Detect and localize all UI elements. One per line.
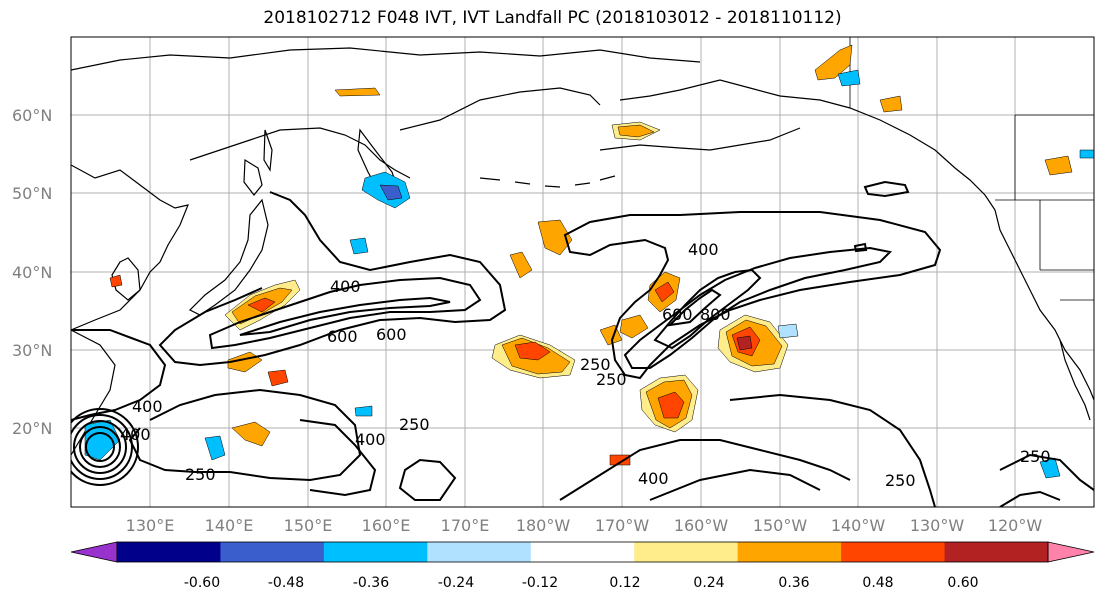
colorbar xyxy=(70,541,1095,563)
colorbar-extend-high xyxy=(1047,541,1095,563)
latitude-label: 50°N xyxy=(12,184,52,203)
longitude-label: 160°E xyxy=(362,516,411,535)
longitude-label: 180°W xyxy=(516,516,571,535)
colorbar-tick-label: 0.48 xyxy=(862,575,893,591)
contour-label: 250 xyxy=(596,370,627,389)
longitude-labels: 130°E 140°E 150°E 160°E 170°E 180°W 170°… xyxy=(126,516,1043,535)
colorbar-bin xyxy=(944,542,1049,562)
latitude-label: 40°N xyxy=(12,263,52,282)
colorbar-bin xyxy=(841,542,946,562)
contour-label: 250 xyxy=(185,465,216,484)
contour-label: 600 xyxy=(327,327,358,346)
longitude-label: 160°W xyxy=(674,516,729,535)
map-frame xyxy=(70,36,1095,508)
contour-labels: 400 600 600 400 400 250 250 400 250 400 … xyxy=(120,240,1051,490)
longitude-label: 120°W xyxy=(988,516,1043,535)
latitude-labels: 60°N 50°N 40°N 30°N 20°N xyxy=(12,106,52,438)
longitude-label: 130°W xyxy=(910,516,965,535)
contour-label: 400 xyxy=(355,430,386,449)
longitude-label: 170°W xyxy=(595,516,650,535)
colorbar-extend-low xyxy=(70,541,118,563)
contour-label: 250 xyxy=(399,415,430,434)
colorbar-bin xyxy=(117,542,221,562)
longitude-label: 130°E xyxy=(126,516,175,535)
contour-label: 800 xyxy=(700,305,731,324)
colorbar-tick-label: -0.24 xyxy=(438,575,474,591)
contour-label: 400 xyxy=(638,469,669,488)
contour-label: 600 xyxy=(376,325,407,344)
contour-label: 400 xyxy=(330,277,361,296)
ivt-pc-shading xyxy=(84,44,1094,479)
colorbar-frame xyxy=(116,541,1049,563)
longitude-label: 140°W xyxy=(831,516,886,535)
contour-label: 250 xyxy=(1020,447,1051,466)
longitude-label: 150°E xyxy=(284,516,333,535)
latitude-label: 20°N xyxy=(12,419,52,438)
contour-label: 600 xyxy=(662,305,693,324)
contour-label: 250 xyxy=(885,471,916,490)
ivt-contours xyxy=(71,180,1094,507)
colorbar-tick-label: 0.60 xyxy=(947,575,978,591)
colorbar-tick-label: -0.36 xyxy=(353,575,389,591)
colorbar-labels: -0.60 -0.48 -0.36 -0.24 -0.12 0.12 0.24 … xyxy=(184,575,979,591)
colorbar-bin xyxy=(530,542,635,562)
colorbar-bin xyxy=(634,542,739,562)
longitude-label: 170°E xyxy=(441,516,490,535)
colorbar-tick-label: 0.12 xyxy=(609,575,640,591)
colorbar-tick-label: -0.12 xyxy=(522,575,558,591)
contour-label: 250 xyxy=(580,355,611,374)
colorbar-bin xyxy=(427,542,532,562)
colorbar-bin xyxy=(737,542,842,562)
latitude-label: 60°N xyxy=(12,106,52,125)
colorbar-tick-label: 0.24 xyxy=(693,575,724,591)
longitude-label: 150°W xyxy=(753,516,808,535)
colorbar-bin xyxy=(323,542,428,562)
colorbar-tick-label: 0.36 xyxy=(778,575,809,591)
colorbar-tick-label: -0.48 xyxy=(268,575,304,591)
contour-label: 400 xyxy=(120,425,151,444)
longitude-label: 140°E xyxy=(205,516,254,535)
map-title: 2018102712 F048 IVT, IVT Landfall PC (20… xyxy=(263,8,842,28)
colorbar-tick-label: -0.60 xyxy=(184,575,220,591)
contour-label: 400 xyxy=(688,240,719,259)
latitude-label: 30°N xyxy=(12,341,52,360)
colorbar-bin xyxy=(220,542,325,562)
contour-label: 400 xyxy=(132,397,163,416)
